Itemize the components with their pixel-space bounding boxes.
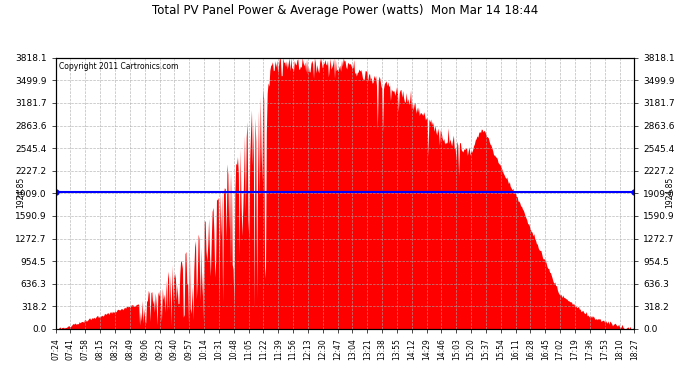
Text: Copyright 2011 Cartronics.com: Copyright 2011 Cartronics.com xyxy=(59,62,178,71)
Text: Total PV Panel Power & Average Power (watts)  Mon Mar 14 18:44: Total PV Panel Power & Average Power (wa… xyxy=(152,4,538,17)
Text: 1924.85: 1924.85 xyxy=(665,177,674,208)
Text: 1924.85: 1924.85 xyxy=(16,177,25,208)
